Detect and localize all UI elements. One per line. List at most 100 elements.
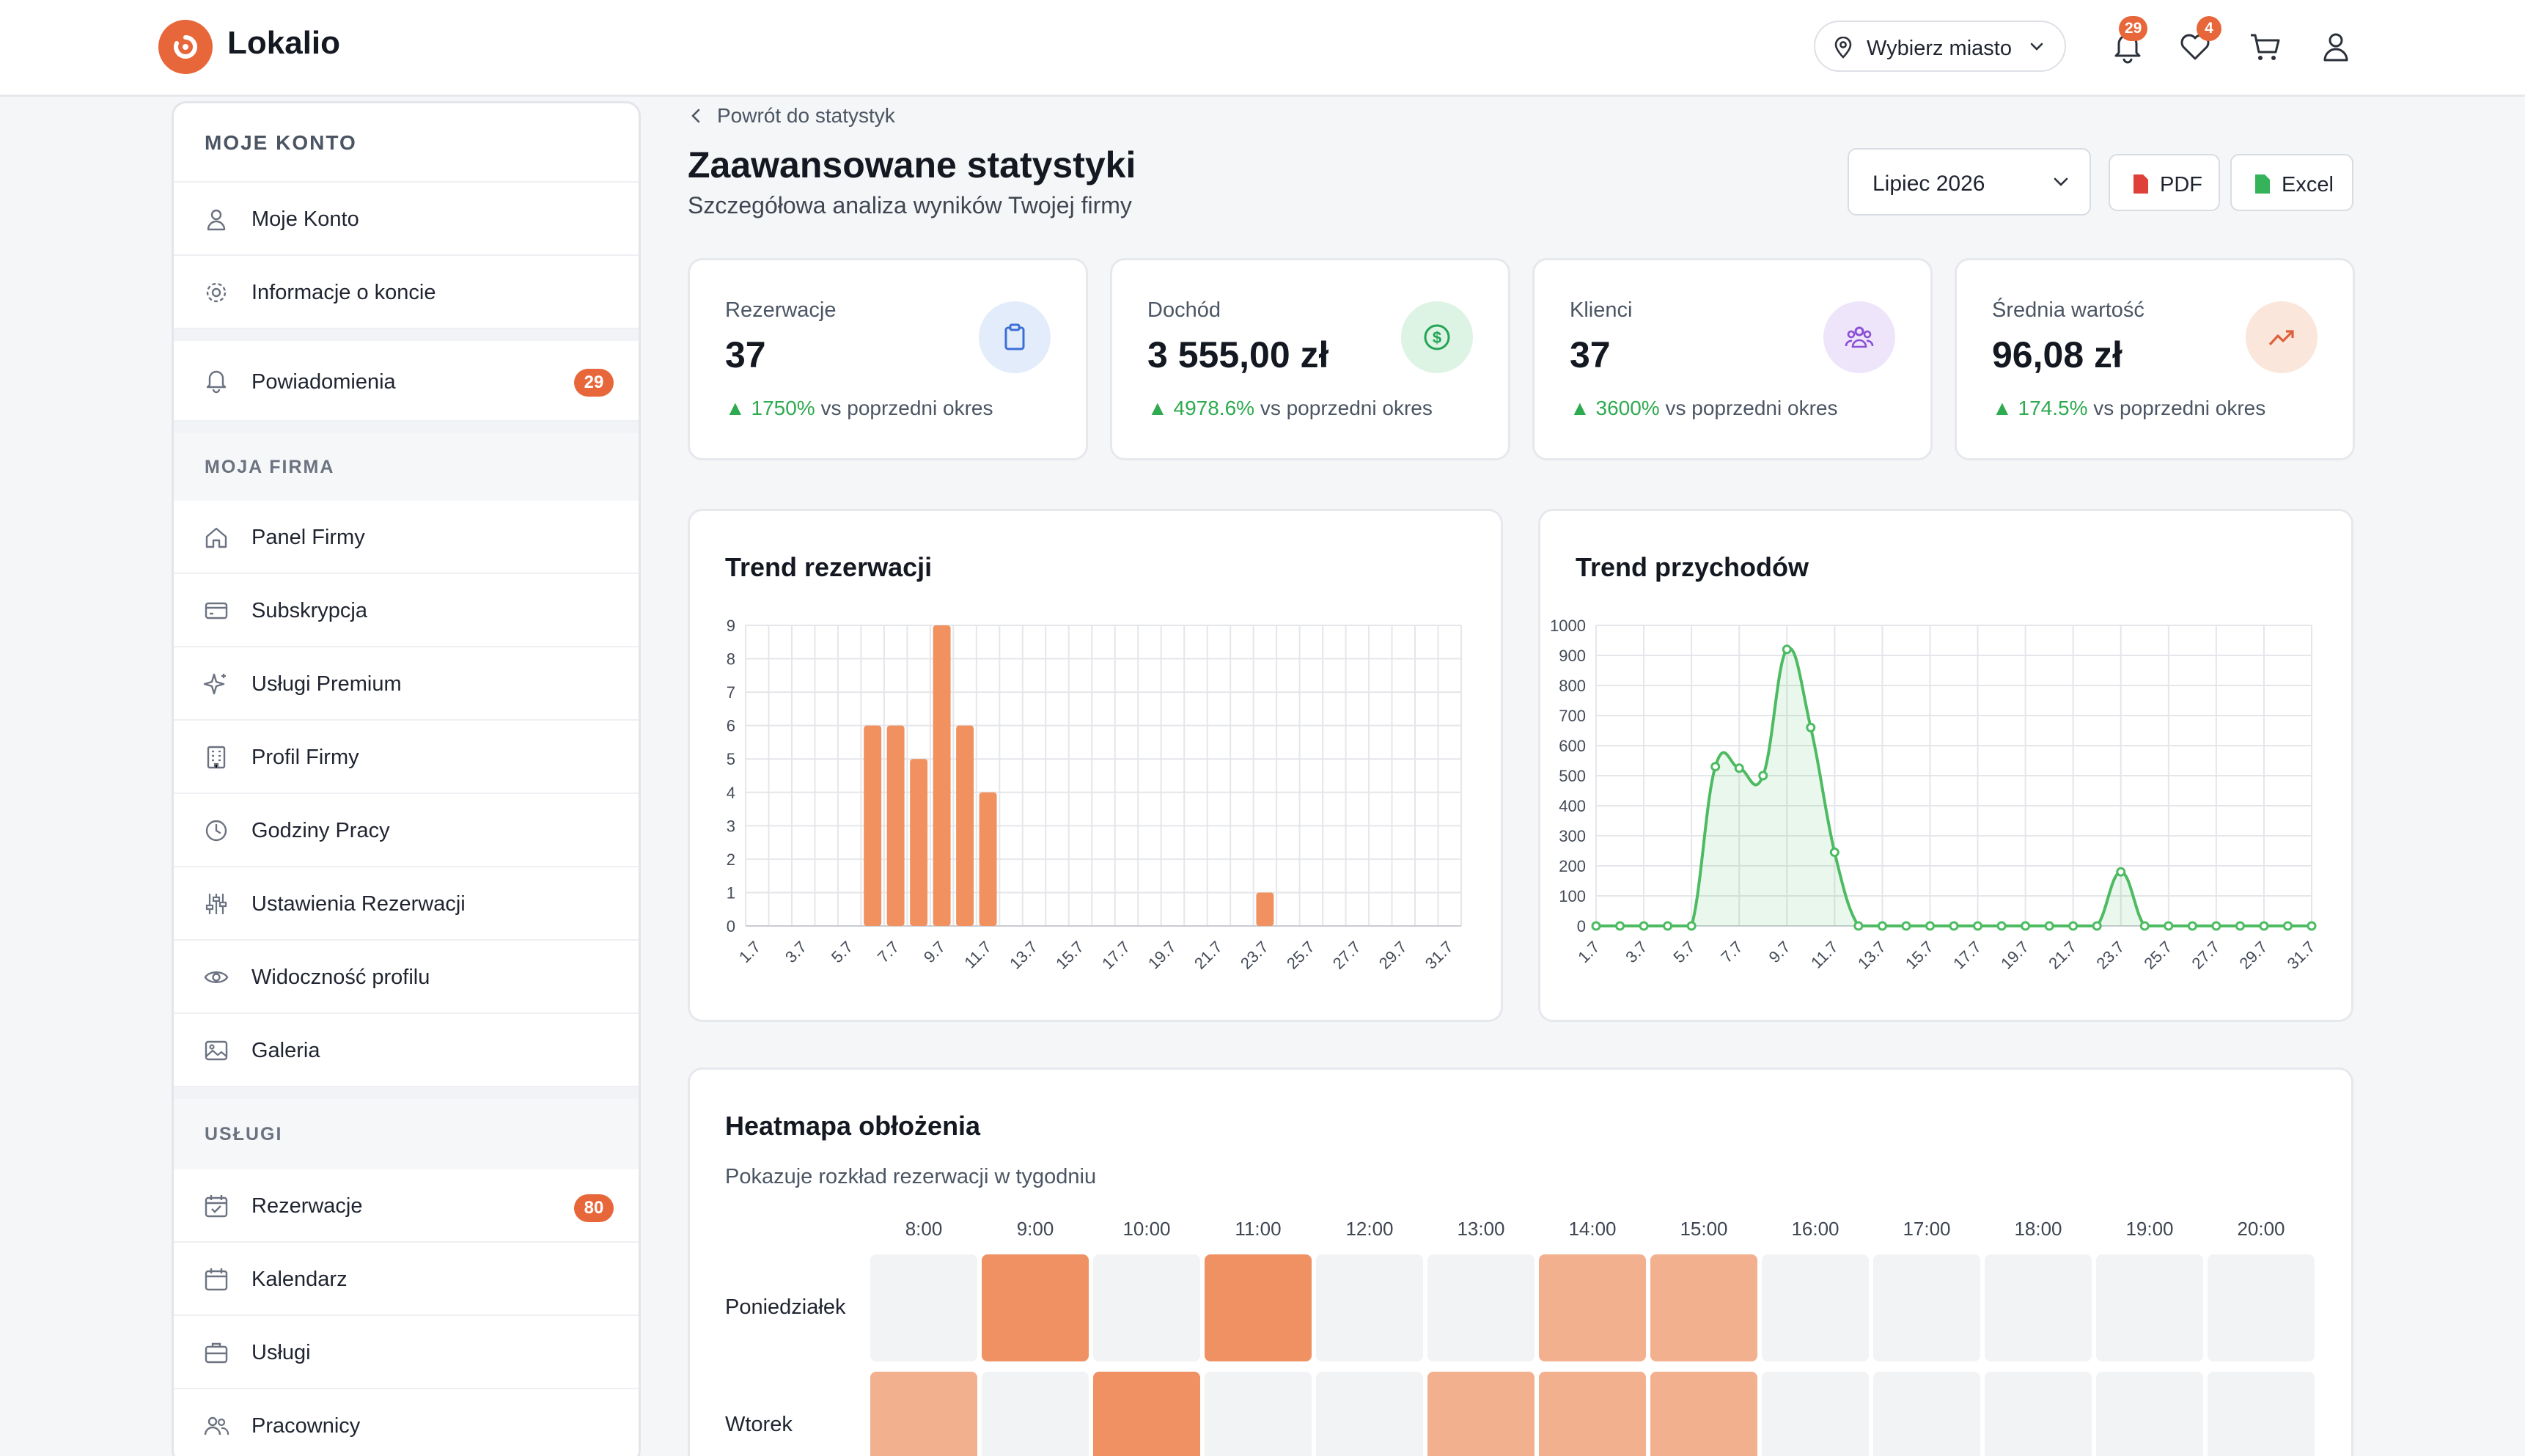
heatmap-cell[interactable] — [2096, 1372, 2203, 1456]
heatmap-cell[interactable] — [1316, 1372, 1423, 1456]
cart-icon[interactable] — [2246, 28, 2285, 66]
heatmap-cell[interactable] — [1316, 1254, 1423, 1361]
x-tick-label: 31.7 — [1422, 938, 1457, 973]
x-tick-label: 29.7 — [2236, 938, 2271, 973]
sidebar-item-profil-firmy[interactable]: Profil Firmy — [174, 721, 639, 794]
x-tick-label: 27.7 — [1329, 938, 1364, 973]
sidebar-item-panel-firmy[interactable]: Panel Firmy — [174, 501, 639, 574]
users-icon — [1823, 301, 1895, 373]
export-pdf-button[interactable]: PDF — [2109, 154, 2220, 211]
user-icon — [207, 209, 226, 231]
heatmap-hour-label: 20:00 — [2237, 1218, 2285, 1240]
stat-card-klienci: Klienci 37 ▲ 3600% vs poprzedni okres — [1532, 258, 1933, 460]
heatmap-hour-label: 13:00 — [1457, 1218, 1505, 1240]
y-tick-label: 700 — [1559, 707, 1586, 725]
sidebar-item-moje-konto[interactable]: Moje Konto — [174, 183, 639, 256]
area-chart: 0 100 200 300 400 500 600 700 800 900 1000 1.7 3.7 5.… — [1550, 617, 2318, 973]
logo-icon[interactable] — [158, 20, 213, 74]
heatmap-hour-label: 17:00 — [1903, 1218, 1951, 1240]
y-tick-label: 600 — [1559, 737, 1586, 755]
heatmap-cell[interactable] — [1427, 1372, 1535, 1456]
x-tick-label: 9.7 — [920, 938, 949, 966]
stat-trend: ▲ 4978.6% vs poprzedni okres — [1147, 397, 1433, 419]
data-point — [1758, 771, 1768, 781]
sidebar-item-label: Panel Firmy — [251, 526, 365, 549]
bar — [864, 725, 882, 926]
sidebar-item-pracownicy[interactable]: Pracownicy — [174, 1389, 639, 1456]
y-tick-label: 500 — [1559, 767, 1586, 785]
heatmap-cell[interactable] — [1985, 1254, 2092, 1361]
heatmap-cell[interactable] — [1762, 1254, 1869, 1361]
y-tick-label: 3 — [727, 817, 735, 835]
heatmap-cell[interactable] — [2208, 1254, 2315, 1361]
heatmap-cell[interactable] — [2208, 1372, 2315, 1456]
heatmap-cell[interactable] — [870, 1254, 977, 1361]
data-point — [1782, 644, 1792, 655]
heatmap-cell[interactable] — [1539, 1254, 1646, 1361]
sidebar-item-ustawienia-rezerwacji[interactable]: Ustawienia Rezerwacji — [174, 867, 639, 941]
heatmap-cell[interactable] — [870, 1372, 977, 1456]
heatmap-cell[interactable] — [1650, 1254, 1757, 1361]
section-moja-firma: MOJA FIRMA — [174, 433, 639, 501]
stat-label: Rezerwacje — [725, 298, 837, 322]
heatmap-cell[interactable] — [982, 1372, 1089, 1456]
data-point — [2282, 921, 2293, 931]
app-name[interactable]: Lokalio — [227, 25, 341, 61]
heatmap-cell[interactable] — [1539, 1372, 1646, 1456]
sidebar-item-subskrypcja[interactable]: Subskrypcja — [174, 574, 639, 647]
data-point — [1829, 848, 1839, 858]
x-tick-label: 25.7 — [2140, 938, 2175, 973]
sidebar-item-label: Usługi Premium — [251, 672, 402, 696]
heatmap-cell[interactable] — [1873, 1254, 1980, 1361]
x-tick-label: 1.7 — [735, 938, 764, 966]
heatmap-cell[interactable] — [2096, 1254, 2203, 1361]
page-subtitle: Szczegółowa analiza wyników Twojej firmy — [688, 192, 1132, 218]
data-point — [1639, 921, 1649, 931]
y-tick-label: 8 — [727, 650, 735, 669]
briefcase-icon — [205, 1342, 228, 1364]
heatmap-cell[interactable] — [1205, 1254, 1312, 1361]
heatmap-cell[interactable] — [1873, 1372, 1980, 1456]
heatmap-subtitle: Pokazuje rozkład rezerwacji w tygodniu — [725, 1165, 1097, 1188]
heatmap-cell[interactable] — [1093, 1254, 1200, 1361]
heatmap-cell[interactable] — [1093, 1372, 1200, 1456]
y-tick-label: 4 — [727, 784, 735, 802]
heatmap-cell[interactable] — [1762, 1372, 1869, 1456]
heatmap-cell[interactable] — [1427, 1254, 1535, 1361]
sidebar-item-label: Rezerwacje — [251, 1194, 363, 1218]
heatmap-title: Heatmapa obłożenia — [725, 1111, 981, 1141]
data-point — [1591, 921, 1601, 931]
heatmap-cell[interactable] — [1650, 1372, 1757, 1456]
heatmap-cell[interactable] — [982, 1254, 1089, 1361]
x-tick-label: 7.7 — [1717, 938, 1746, 966]
heart-icon[interactable] — [2176, 28, 2214, 66]
export-excel-button[interactable]: Excel — [2230, 154, 2353, 211]
y-tick-label: 900 — [1559, 647, 1586, 665]
city-select[interactable]: Wybierz miasto — [1814, 21, 2066, 72]
y-tick-label: 400 — [1559, 797, 1586, 815]
x-tick-label: 27.7 — [2188, 938, 2223, 973]
sidebar-item-informacje-o-koncie[interactable]: Informacje o koncie — [174, 256, 639, 329]
sidebar-item-widocznosc-profilu[interactable]: Widoczność profilu — [174, 941, 639, 1014]
sidebar-item-kalendarz[interactable]: Kalendarz — [174, 1243, 639, 1316]
month-select[interactable]: Lipiec 2026 — [1848, 148, 2091, 216]
month-select-value: Lipiec 2026 — [1872, 172, 1985, 196]
stat-value: 3 555,00 zł — [1147, 334, 1329, 375]
sidebar-item-galeria[interactable]: Galeria — [174, 1014, 639, 1087]
heatmap-cell[interactable] — [1205, 1372, 1312, 1456]
user-icon[interactable] — [2317, 28, 2355, 66]
sidebar-item-godziny-pracy[interactable]: Godziny Pracy — [174, 794, 639, 867]
sidebar-item-uslugi[interactable]: Usługi — [174, 1316, 639, 1389]
y-tick-label: 1000 — [1550, 617, 1586, 635]
heatmap-hour-label: 11:00 — [1235, 1218, 1282, 1240]
sidebar-item-rezerwacje[interactable]: Rezerwacje 80 — [174, 1169, 639, 1243]
y-tick-label: 5 — [727, 750, 735, 768]
stat-change-suffix: vs poprzedni okres — [820, 397, 993, 419]
stat-card-rezerwacje: Rezerwacje 37 ▲ 1750% vs poprzedni okres — [688, 258, 1088, 460]
heatmap-cell[interactable] — [1985, 1372, 2092, 1456]
sidebar-item-powiadomienia[interactable]: Powiadomienia 29 — [174, 341, 639, 422]
data-point — [1973, 921, 1983, 931]
sidebar-item-uslugi-premium[interactable]: Usługi Premium — [174, 647, 639, 721]
section-moje-konto: MOJE KONTO — [174, 103, 639, 183]
stat-change: 174.5% — [2018, 397, 2088, 419]
